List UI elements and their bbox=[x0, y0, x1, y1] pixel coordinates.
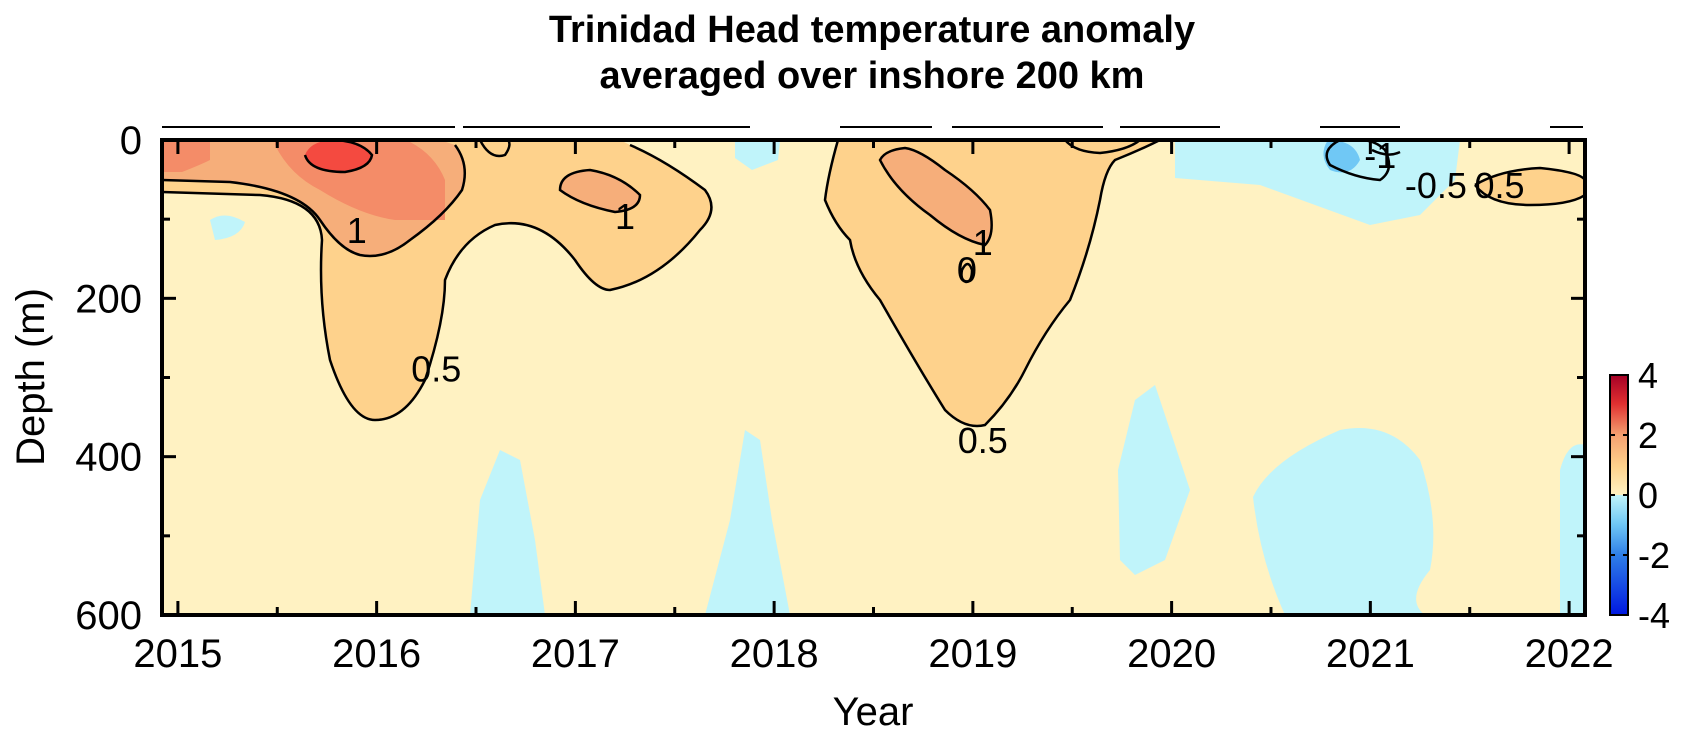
chart-title-line-1: Trinidad Head temperature anomaly bbox=[549, 9, 1195, 51]
colorbar-tick-label: 2 bbox=[1638, 415, 1658, 456]
contour-small-2016 bbox=[478, 140, 511, 158]
x-tick-label: 2015 bbox=[133, 632, 222, 676]
x-tick-label: 2017 bbox=[531, 632, 620, 676]
colorbar-tick-label: 4 bbox=[1638, 355, 1658, 396]
x-tick-label: 2016 bbox=[332, 632, 421, 676]
chart-title-line-2: averaged over inshore 200 km bbox=[600, 55, 1145, 97]
x-axis-ticks: 2015 2016 2017 2018 2019 2020 2021 2022 bbox=[133, 140, 1614, 676]
y-axis-label: Depth (m) bbox=[9, 288, 53, 466]
heatmap-field bbox=[162, 140, 1585, 615]
y-tick-label: 600 bbox=[75, 594, 142, 638]
contour-1-west bbox=[162, 144, 467, 258]
contour-lines bbox=[162, 140, 1585, 428]
y-axis-ticks: 0 200 400 600 bbox=[75, 119, 1585, 638]
contour-0.5-west bbox=[162, 143, 713, 422]
x-tick-label: 2022 bbox=[1525, 632, 1614, 676]
contour-label: 1 bbox=[615, 196, 635, 237]
contour-label: 0.5 bbox=[411, 349, 461, 390]
contour-0.5-2022 bbox=[1474, 166, 1585, 207]
y-tick-label: 200 bbox=[75, 277, 142, 321]
colorbar-tick-label: -4 bbox=[1638, 595, 1670, 636]
x-tick-label: 2019 bbox=[928, 632, 1017, 676]
contour-label: 1 bbox=[347, 210, 367, 251]
colorbar-tick-label: 0 bbox=[1638, 475, 1658, 516]
contour-2-2016 bbox=[303, 140, 374, 174]
colorbar-ticks: 4 2 0 -2 -4 bbox=[1610, 355, 1670, 636]
x-axis-label: Year bbox=[833, 690, 914, 734]
contour-neg-2021 bbox=[1325, 140, 1391, 182]
contour-neg1-2021 bbox=[1371, 148, 1401, 156]
contour-label: 0 bbox=[957, 250, 977, 291]
contour-label: -0.5 bbox=[1405, 165, 1467, 206]
contour-label: 0.5 bbox=[958, 420, 1008, 461]
x-tick-label: 2020 bbox=[1127, 632, 1216, 676]
contour-label: 1 bbox=[973, 222, 993, 263]
contour-0-2019 bbox=[960, 262, 974, 284]
y-tick-label: 0 bbox=[120, 119, 142, 163]
contour-1-2017 bbox=[558, 168, 642, 214]
x-tick-label: 2018 bbox=[730, 632, 819, 676]
x-tick-label: 2021 bbox=[1326, 632, 1415, 676]
colorbar-tick-label: -2 bbox=[1638, 535, 1670, 576]
contour-0.5-east bbox=[823, 140, 1161, 428]
y-tick-label: 400 bbox=[75, 436, 142, 480]
contour-1-2019 bbox=[878, 146, 993, 247]
contour-label: 0.5 bbox=[1475, 165, 1525, 206]
